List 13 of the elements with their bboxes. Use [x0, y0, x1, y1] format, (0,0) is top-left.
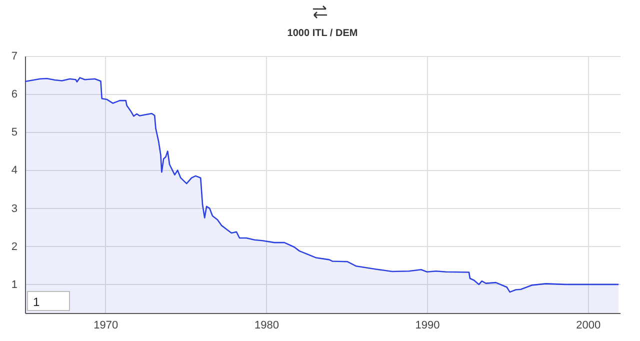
y-tick-label: 3: [11, 202, 18, 215]
x-tick-label: 1970: [94, 320, 118, 332]
y-tick-label: 6: [11, 88, 18, 101]
x-tick-label: 2000: [576, 320, 601, 332]
y-tick-label: 1: [11, 278, 18, 291]
y-tick-label: 2: [11, 240, 18, 253]
y-tick-label: 7: [11, 50, 18, 62]
input-field: 1: [27, 291, 70, 311]
chart-title: 1000 ITL / DEM: [287, 28, 358, 39]
x-tick-label: 1990: [415, 320, 440, 332]
y-tick-label: 5: [11, 126, 18, 139]
x-tick-label: 1980: [254, 320, 279, 332]
y-tick-label: 4: [11, 164, 18, 177]
